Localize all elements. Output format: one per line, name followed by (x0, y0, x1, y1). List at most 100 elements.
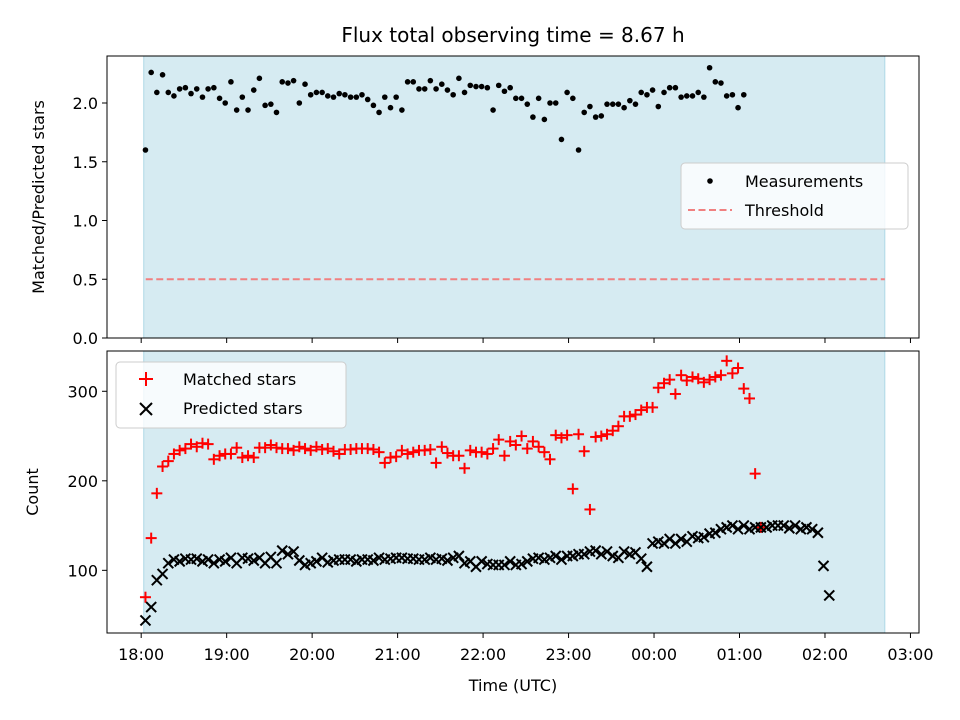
matched-star-point (168, 448, 180, 460)
predicted-star-point (641, 561, 653, 573)
measurement-point (473, 83, 479, 90)
matched-star-point (367, 443, 379, 455)
measurement-point (222, 100, 229, 106)
matched-star-point (145, 532, 157, 544)
matched-star-point (498, 450, 510, 462)
predicted-star-point (806, 523, 818, 535)
measurement-point (661, 89, 667, 96)
predicted-star-point (504, 555, 516, 568)
measurement-point (484, 84, 491, 91)
measurement-point (205, 86, 211, 92)
measurement-point (655, 103, 662, 110)
measurement-point (587, 103, 593, 110)
measurement-point (478, 83, 485, 90)
measurement-point (461, 89, 468, 96)
predicted-star-point (709, 527, 722, 539)
ratio-ytick-label: 0.0 (73, 329, 98, 348)
time-xtick-label: 02:00 (802, 645, 848, 664)
matched-star-point (732, 362, 744, 374)
matched-star-point (185, 438, 197, 450)
matched-star-point (721, 355, 733, 367)
measurement-point (456, 75, 462, 82)
matched-star-point (595, 430, 607, 442)
matched-star-point (538, 446, 550, 458)
matched-stars-points (139, 355, 767, 603)
matched-star-point (214, 450, 226, 462)
matched-star-point (328, 445, 340, 457)
measurement-point (564, 89, 570, 96)
measurement-point (706, 64, 713, 71)
time-xtick-label: 21:00 (375, 645, 421, 664)
matched-star-point (162, 455, 174, 467)
measurement-point (615, 101, 622, 107)
measurement-point (393, 94, 399, 100)
measurement-point (290, 77, 297, 84)
measurement-point (718, 80, 724, 86)
measurement-point (256, 75, 263, 82)
measurement-point (581, 109, 587, 116)
measurement-point (416, 86, 422, 92)
matched-star-point (333, 448, 345, 460)
measurement-point (211, 84, 217, 91)
measurement-point (353, 94, 360, 100)
measurement-point (359, 91, 365, 98)
predicted-stars-points (139, 519, 835, 627)
legend-predicted: Predicted stars (183, 399, 303, 418)
measurement-point (370, 102, 377, 109)
measurement-point (342, 91, 348, 98)
time-x-label: Time (UTC) (468, 676, 557, 695)
matched-star-point (430, 457, 442, 469)
matched-star-point (310, 441, 322, 453)
matched-star-point (293, 441, 305, 453)
matched-star-point (322, 443, 334, 455)
measurement-point (410, 79, 417, 85)
measurement-points (142, 64, 747, 153)
count-axes-frame (106, 350, 920, 634)
matched-star-point (441, 447, 453, 459)
ratio-ytick-label: 0.5 (73, 270, 98, 289)
time-xtick-label: 18:00 (118, 645, 164, 664)
matched-star-point (265, 439, 277, 451)
measurement-point (381, 94, 388, 100)
count-y-axis: 100 200 300 (67, 382, 107, 580)
matched-star-point (709, 371, 721, 383)
matched-star-point (578, 445, 590, 457)
predicted-star-point (367, 554, 380, 567)
predicted-star-point (156, 568, 169, 580)
predicted-star-point (635, 552, 647, 565)
ratio-axes-frame (106, 55, 920, 339)
measurement-point (689, 93, 696, 99)
measurement-point (439, 81, 445, 87)
predicted-star-point (173, 555, 186, 568)
legend-matched: Matched stars (183, 370, 296, 389)
matched-star-point (487, 443, 499, 455)
matched-star-point (555, 432, 567, 444)
predicted-star-point (823, 589, 835, 602)
matched-star-point (527, 435, 539, 447)
measurement-point (740, 91, 747, 98)
count-legend-box (115, 361, 347, 429)
matched-star-point (567, 483, 579, 495)
predicted-star-point (202, 553, 214, 566)
matched-star-point (686, 371, 698, 383)
matched-star-point (504, 435, 516, 447)
matched-star-point (459, 462, 471, 474)
ratio-legend-box (680, 162, 909, 230)
predicted-star-point (139, 614, 152, 627)
matched-star-point (692, 373, 704, 385)
predicted-star-point (732, 523, 744, 535)
matched-star-point (157, 460, 169, 472)
time-xtick-label: 01:00 (716, 645, 762, 664)
measurement-point (604, 101, 610, 107)
measurement-point (729, 91, 736, 98)
chart-title: Flux total observing time = 8.67 h (341, 23, 684, 47)
time-xtick-label: 22:00 (460, 645, 506, 664)
matched-star-point (476, 446, 488, 458)
matched-star-point (202, 438, 214, 450)
predicted-star-point (675, 533, 687, 545)
measurement-point (490, 107, 496, 113)
measurement-point (165, 89, 172, 96)
measurement-point (228, 79, 234, 85)
matched-star-point (208, 453, 220, 465)
